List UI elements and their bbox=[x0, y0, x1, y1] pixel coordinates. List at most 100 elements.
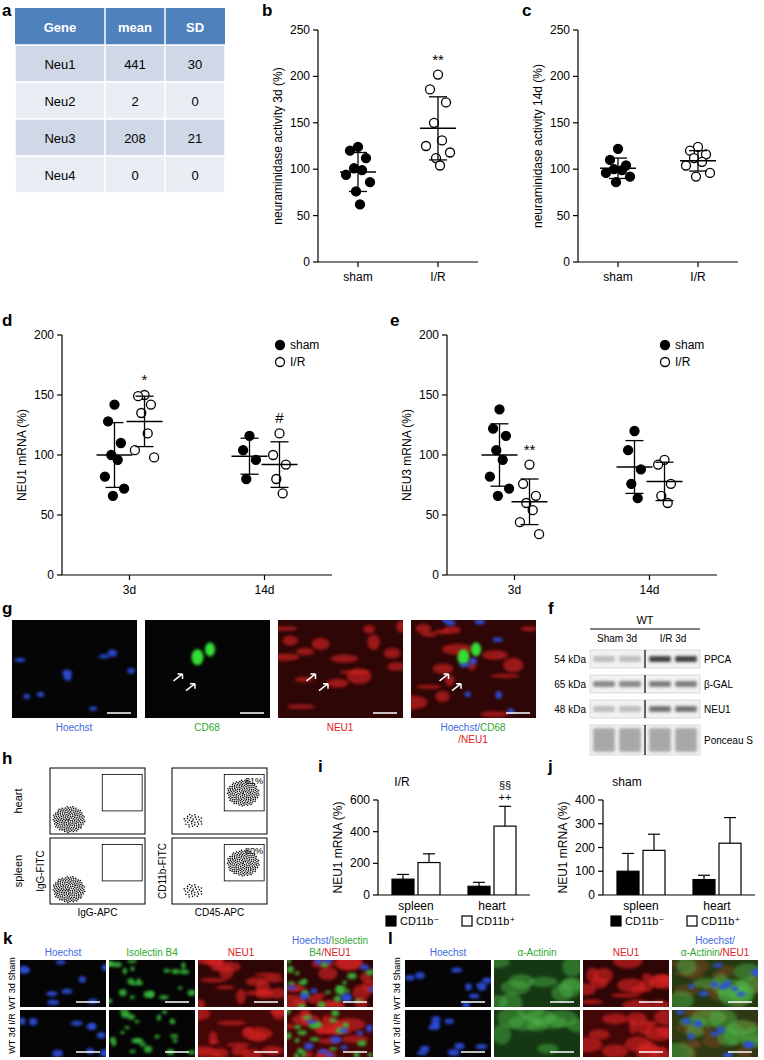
data-point bbox=[356, 200, 365, 209]
legend-label: CD11b⁻ bbox=[400, 915, 439, 927]
y-tick bbox=[373, 831, 378, 832]
flow-event bbox=[67, 819, 69, 821]
flow-event bbox=[252, 865, 254, 867]
flow-gate bbox=[102, 845, 142, 881]
flow-event bbox=[235, 789, 237, 791]
error-cap bbox=[473, 882, 485, 883]
flow-event bbox=[248, 799, 250, 801]
green-signal bbox=[159, 995, 169, 999]
red-tissue bbox=[278, 620, 403, 718]
micrograph-content bbox=[278, 620, 403, 718]
nucleus bbox=[469, 658, 476, 665]
y-tick bbox=[573, 122, 578, 123]
flow-event bbox=[63, 891, 65, 893]
flow-event bbox=[253, 794, 255, 796]
flow-event bbox=[241, 785, 243, 787]
micrograph-background bbox=[278, 620, 403, 718]
flow-event bbox=[233, 873, 235, 875]
blot-band-label: PPCA bbox=[704, 654, 732, 665]
flow-event bbox=[197, 825, 199, 827]
scale-bar bbox=[639, 1001, 663, 1003]
flow-event bbox=[250, 870, 252, 872]
flow-event bbox=[61, 822, 63, 824]
green-signal bbox=[162, 1010, 167, 1014]
flow-event bbox=[66, 814, 68, 816]
green-signal bbox=[347, 973, 357, 979]
flow-event bbox=[68, 887, 70, 889]
green-signal bbox=[294, 971, 299, 975]
data-point bbox=[706, 168, 715, 177]
y-axis-label: neuraminidase activity 14d (%) bbox=[531, 64, 545, 228]
flow-event bbox=[76, 825, 78, 827]
micrograph-label-part: Hoechst bbox=[56, 722, 93, 733]
flow-event bbox=[65, 815, 67, 817]
flow-event bbox=[230, 859, 232, 861]
x-tick bbox=[649, 575, 650, 580]
flow-event bbox=[247, 791, 249, 793]
flow-event bbox=[257, 867, 259, 869]
sd-cap bbox=[271, 441, 289, 442]
flow-event bbox=[71, 812, 73, 814]
green-signal bbox=[187, 990, 195, 996]
flow-event bbox=[58, 819, 60, 821]
data-point bbox=[606, 155, 615, 164]
micrograph-content bbox=[583, 960, 669, 1007]
gate-label: 80% bbox=[245, 846, 263, 856]
flow-event bbox=[72, 814, 74, 816]
flow-event bbox=[76, 883, 78, 885]
flow-event bbox=[246, 788, 248, 790]
flow-event bbox=[71, 893, 73, 895]
flow-event bbox=[192, 826, 194, 828]
arrow bbox=[174, 674, 183, 681]
flow-event bbox=[59, 893, 61, 895]
flow-event bbox=[232, 854, 234, 856]
micrograph-label-part: Hoechst bbox=[45, 947, 82, 958]
flow-event bbox=[73, 878, 75, 880]
flow-event bbox=[239, 783, 241, 785]
nucleus bbox=[718, 984, 729, 990]
flow-event bbox=[80, 827, 82, 829]
nucleus bbox=[52, 1050, 63, 1057]
flow-event bbox=[64, 825, 66, 827]
y-tick bbox=[573, 261, 578, 262]
micrograph-content bbox=[109, 960, 195, 1004]
y-tick-label: 250 bbox=[290, 23, 310, 37]
plot-marks bbox=[482, 405, 683, 539]
y-tick-label: 200 bbox=[290, 69, 310, 83]
sd-cap bbox=[349, 152, 367, 153]
y-tick bbox=[442, 514, 447, 515]
data-point bbox=[614, 144, 623, 153]
chart-dot: 050100150200250neuraminidase activity 14… bbox=[531, 23, 738, 284]
sd-cap bbox=[106, 487, 124, 488]
micrograph-content bbox=[20, 1017, 106, 1057]
green-signal bbox=[163, 969, 170, 973]
red-signal bbox=[480, 711, 509, 717]
nucleus bbox=[24, 694, 30, 699]
flow-event bbox=[246, 869, 248, 871]
nucleus bbox=[29, 1018, 37, 1026]
flow-event bbox=[57, 897, 59, 899]
green-signal bbox=[318, 1001, 326, 1007]
red-signal bbox=[340, 670, 371, 674]
flow-event bbox=[190, 887, 192, 889]
green-signal bbox=[562, 960, 580, 977]
x-tick-label: I/R bbox=[430, 270, 446, 284]
flow-event bbox=[240, 782, 242, 784]
flow-event bbox=[59, 821, 61, 823]
error-cap bbox=[397, 874, 409, 875]
y-tick-label: 200 bbox=[575, 841, 595, 855]
flow-event bbox=[244, 795, 246, 797]
flow-event bbox=[233, 852, 235, 854]
flow-event bbox=[233, 801, 235, 803]
nucleus bbox=[451, 968, 462, 973]
flow-event bbox=[82, 893, 84, 895]
flow-event bbox=[79, 815, 81, 817]
flow-event bbox=[63, 893, 65, 895]
green-signal bbox=[677, 960, 697, 975]
green-signal bbox=[567, 1019, 580, 1032]
flow-event bbox=[248, 867, 250, 869]
flow-event bbox=[67, 891, 69, 893]
flow-event bbox=[238, 804, 240, 806]
red-signal bbox=[325, 1001, 343, 1007]
micrograph bbox=[395, 617, 537, 718]
